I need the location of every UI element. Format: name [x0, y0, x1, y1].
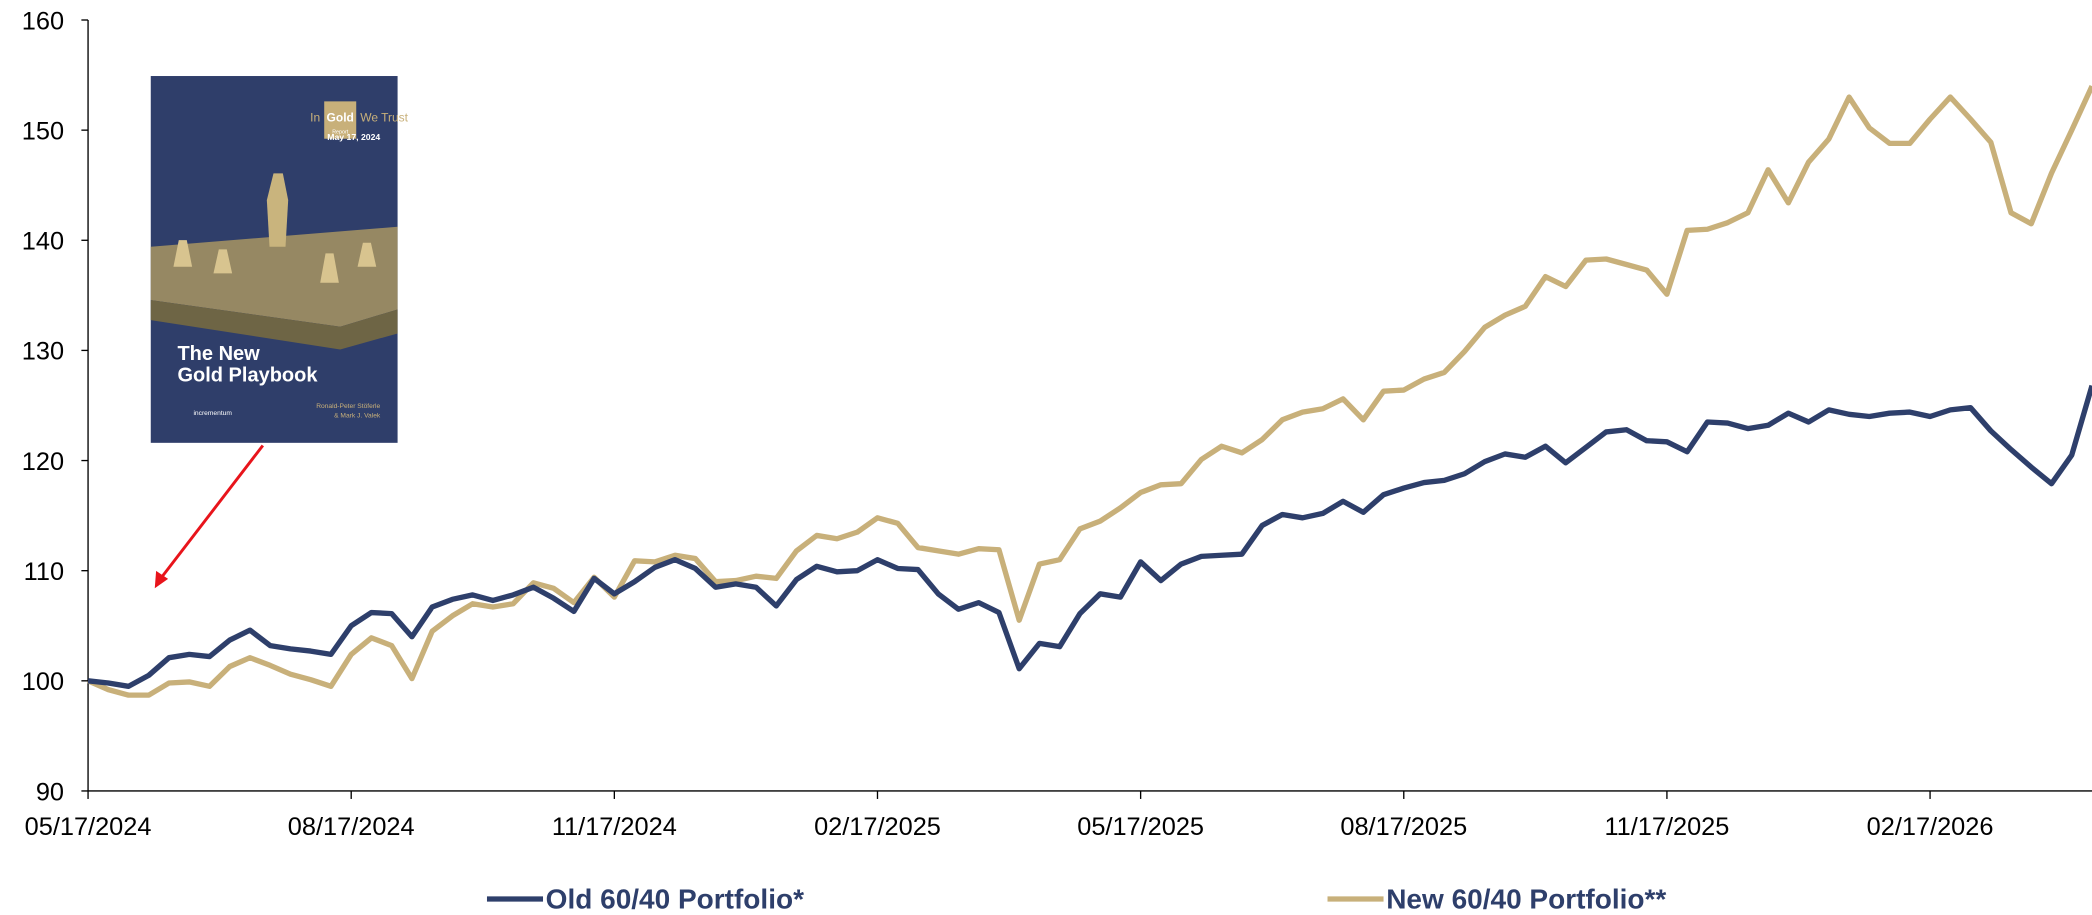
y-tick-label: 160	[22, 7, 64, 35]
arrow	[155, 445, 263, 588]
chart: In Gold We Trust Report May 17, 2024 The…	[0, 0, 2092, 915]
cover-title: The New	[177, 343, 260, 365]
arrow-shaft	[161, 445, 262, 577]
y-tick-label: 100	[22, 668, 64, 696]
x-tick-label: 05/17/2024	[25, 813, 152, 841]
cover-publisher: incrementum	[193, 410, 232, 417]
legend-label: Old 60/40 Portfolio*	[546, 883, 804, 914]
y-tick-label: 90	[36, 778, 64, 806]
x-tick-label: 02/17/2026	[1867, 813, 1994, 841]
cover-title: Gold Playbook	[177, 364, 318, 386]
x-tick-label: 08/17/2024	[288, 813, 415, 841]
y-tick-label: 120	[22, 448, 64, 476]
cover-author: Ronald-Peter Stöferle	[316, 403, 380, 410]
report-cover: In Gold We Trust Report May 17, 2024 The…	[151, 76, 409, 443]
x-tick-label: 08/17/2025	[1340, 813, 1467, 841]
cover-date: May 17, 2024	[327, 132, 380, 142]
cover-brand: Gold	[327, 110, 354, 124]
x-tick-label: 11/17/2025	[1604, 813, 1729, 841]
legend-label: New 60/40 Portfolio**	[1386, 883, 1666, 914]
y-tick-label: 130	[22, 338, 64, 366]
y-tick-label: 150	[22, 117, 64, 145]
x-tick-label: 02/17/2025	[814, 813, 941, 841]
cover-author: & Mark J. Valek	[334, 412, 381, 419]
y-tick-label: 140	[22, 228, 64, 256]
cover-brand: In	[310, 110, 320, 124]
cover-brand: We Trust	[360, 110, 408, 124]
y-tick-label: 110	[24, 558, 64, 586]
x-tick-label: 05/17/2025	[1077, 813, 1204, 841]
x-tick-label: 11/17/2024	[552, 813, 677, 841]
